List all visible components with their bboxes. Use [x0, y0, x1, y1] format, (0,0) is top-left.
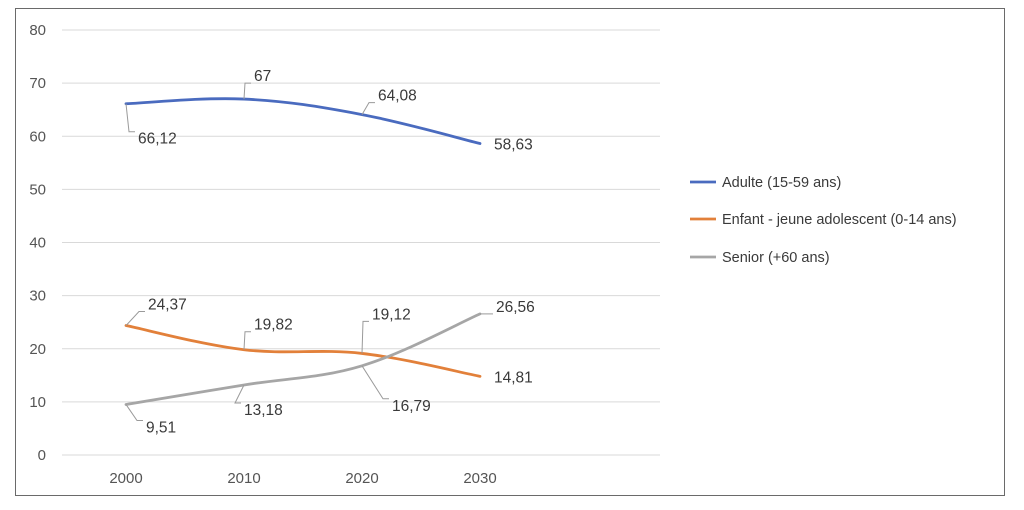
label-leader-line: [243, 331, 251, 350]
x-tick-label: 2020: [345, 470, 378, 487]
y-tick-label: 70: [29, 75, 46, 92]
x-tick-label: 2030: [463, 470, 496, 487]
label-leader-line: [125, 311, 145, 326]
data-label-child: 14,81: [494, 369, 533, 386]
label-leader-line: [125, 103, 135, 133]
data-labels: 66,12 67 64,08 58,63 24,37 19,82 19,12 14,81 9,5…: [125, 68, 535, 436]
label-leader-line: [243, 82, 251, 100]
label-leader-line: [234, 384, 245, 404]
data-label-senior: 9,51: [146, 419, 176, 436]
chart-frame: 0 10 20 30 40 50 60 70 80 2000 2010 2020 2030 66,12…: [15, 8, 1005, 496]
data-label-child: 24,37: [148, 297, 187, 314]
x-tick-label: 2010: [227, 470, 260, 487]
data-label-adult: 64,08: [378, 88, 417, 105]
legend-label-adult: Adulte (15-59 ans): [722, 175, 841, 191]
gridlines: [62, 29, 660, 456]
y-tick-label: 50: [29, 181, 46, 198]
x-axis: 2000 2010 2020 2030: [109, 470, 496, 487]
data-label-child: 19,82: [254, 317, 293, 334]
series-line-senior: [124, 312, 482, 406]
label-leader-line: [361, 365, 389, 400]
data-label-senior: 13,18: [244, 402, 283, 419]
series-line-adult: [124, 97, 482, 145]
data-label-senior: 16,79: [392, 398, 431, 415]
data-label-senior: 26,56: [496, 299, 535, 316]
label-leader-line: [125, 404, 143, 421]
data-label-adult: 67: [254, 68, 271, 85]
legend-label-child: Enfant - jeune adolescent (0-14 ans): [722, 212, 957, 228]
data-label-adult: 58,63: [494, 137, 533, 154]
x-tick-label: 2000: [109, 470, 142, 487]
y-tick-label: 30: [29, 288, 46, 305]
legend-label-senior: Senior (+60 ans): [722, 250, 830, 266]
label-leader-line: [361, 102, 375, 115]
y-tick-label: 20: [29, 341, 46, 358]
y-tick-label: 40: [29, 235, 46, 252]
legend: Adulte (15-59 ans) Enfant - jeune adolesc…: [690, 175, 957, 266]
y-tick-label: 0: [38, 447, 46, 464]
y-tick-label: 60: [29, 128, 46, 145]
y-tick-label: 80: [29, 22, 46, 39]
data-label-adult: 66,12: [138, 131, 177, 148]
y-tick-label: 10: [29, 394, 46, 411]
data-label-child: 19,12: [372, 306, 411, 323]
series-line-child: [124, 324, 482, 378]
series-lines: [124, 97, 482, 406]
label-leader-line: [361, 320, 369, 354]
y-axis: 0 10 20 30 40 50 60 70 80: [29, 22, 46, 464]
